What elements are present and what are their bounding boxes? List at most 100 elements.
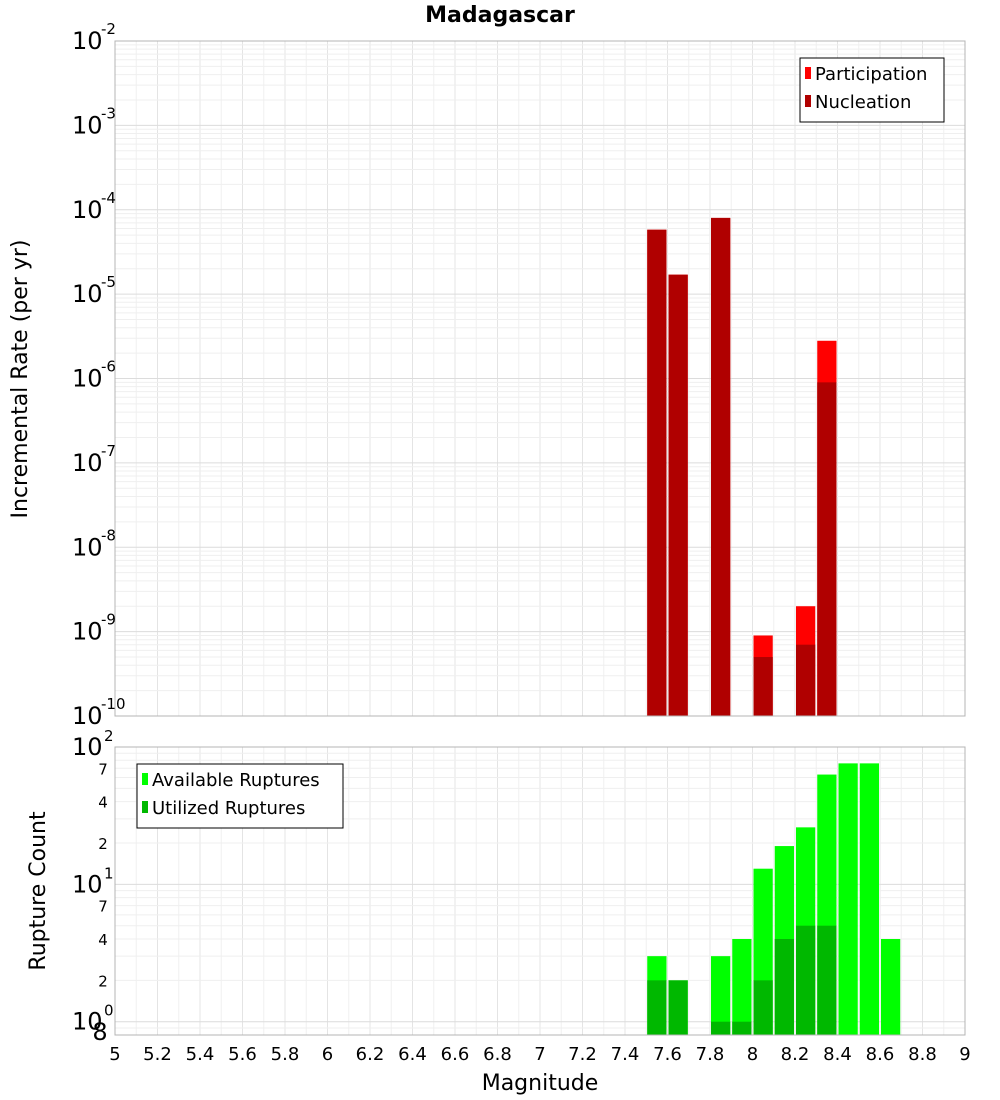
y-tick-exponent: -8 (101, 526, 116, 544)
top-y-axis-label: Incremental Rate (per yr) (8, 240, 33, 519)
x-tick-label: 6.8 (483, 1044, 512, 1065)
chart-title: Madagascar (425, 3, 575, 28)
legend: Available Ruptures Utilized Ruptures (136, 763, 344, 829)
plot-frame (114, 40, 966, 717)
y-tick-base: 10 (72, 870, 103, 898)
y-tick-base: 10 (72, 365, 103, 393)
y-tick-label: 10-3 (72, 104, 116, 139)
y-minor-tick-label: 4 (98, 931, 108, 949)
x-axis-label: Magnitude (482, 1071, 599, 1096)
x-tick-label: 8.6 (866, 1044, 895, 1065)
y-tick-label: 10-4 (72, 189, 116, 224)
y-tick-base: 10 (72, 1008, 103, 1036)
y-tick-exponent: -9 (101, 611, 116, 629)
top-panel: ParticipationNucleation10-1010-910-810-7… (72, 20, 966, 730)
bar-nucleation (796, 644, 816, 716)
x-tick-label: 7 (534, 1044, 545, 1065)
y-tick-label: 10-5 (72, 273, 116, 308)
legend-swatch (805, 95, 811, 107)
bar-available-ruptures (881, 939, 901, 1035)
y-tick-label: 10 0 (72, 1002, 114, 1036)
y-tick-base: 10 (72, 111, 103, 139)
y-minor-tick-label: 7 (98, 760, 108, 778)
x-tick-label: 6 (322, 1044, 333, 1065)
y-tick-base: 10 (72, 280, 103, 308)
bar-nucleation (668, 274, 688, 716)
bar-utilized-ruptures (732, 1021, 752, 1035)
bar-nucleation (711, 217, 731, 716)
x-tick-label: 8.8 (908, 1044, 937, 1065)
bar-utilized-ruptures (774, 939, 794, 1035)
bar-available-ruptures (838, 763, 858, 1035)
bar-available-ruptures (732, 939, 752, 1035)
x-tick-label: 7.8 (696, 1044, 725, 1065)
y-tick-base: 10 (72, 449, 103, 477)
y-tick-base: 10 (72, 618, 103, 646)
bottom-y-axis-label: Rupture Count (26, 811, 51, 971)
y-tick-exponent: -10 (101, 695, 126, 713)
bar-available-ruptures (859, 763, 879, 1035)
x-tick-label: 5 (109, 1044, 120, 1065)
x-tick-label: 6.2 (356, 1044, 385, 1065)
y-minor-tick-label: 2 (98, 972, 108, 990)
y-tick-base: 10 (72, 196, 103, 224)
legend-label: Utilized Ruptures (152, 798, 305, 819)
y-tick-exponent: 1 (104, 864, 114, 882)
bar-utilized-ruptures (668, 980, 688, 1035)
x-tick-label: 8 (747, 1044, 758, 1065)
y-tick-exponent: -4 (101, 189, 116, 207)
y-tick-label: 10 2 (72, 727, 114, 761)
bars (647, 217, 837, 717)
legend-swatch (142, 773, 148, 785)
y-minor-tick-label: 8 (92, 1018, 107, 1046)
grid (114, 40, 966, 717)
x-tick-label: 7.2 (568, 1044, 597, 1065)
y-tick-label: 10-10 (72, 695, 126, 730)
legend: Participation Nucleation (799, 57, 945, 123)
bar-utilized-ruptures (753, 980, 773, 1035)
legend-swatch (142, 801, 148, 813)
bar-nucleation (817, 382, 837, 716)
y-tick-exponent: 0 (104, 1002, 114, 1020)
legend-label: Available Ruptures (152, 770, 320, 791)
x-tick-label: 6.4 (398, 1044, 427, 1065)
legend-label: Participation (815, 64, 927, 85)
y-tick-label: 10-8 (72, 526, 116, 561)
legend-box (136, 763, 344, 829)
x-tick-label: 6.6 (441, 1044, 470, 1065)
y-tick-label: 10-2 (72, 20, 116, 55)
y-tick-label: 10 1 (72, 864, 114, 898)
x-tick-label: 5.6 (228, 1044, 257, 1065)
y-tick-exponent: -7 (101, 442, 116, 460)
x-tick-label: 5.2 (143, 1044, 172, 1065)
y-tick-exponent: -5 (101, 273, 116, 291)
bar-utilized-ruptures (711, 1021, 731, 1035)
x-tick-label: 7.4 (611, 1044, 640, 1065)
y-tick-base: 10 (72, 27, 103, 55)
bar-utilized-ruptures (647, 980, 667, 1035)
bar-nucleation (753, 657, 773, 716)
y-tick-base: 10 (72, 702, 103, 730)
y-tick-exponent: -2 (101, 20, 116, 38)
y-tick-label: 10-7 (72, 442, 116, 477)
x-tick-label: 7.6 (653, 1044, 682, 1065)
y-tick-base: 10 (72, 533, 103, 561)
y-tick-base: 10 (72, 733, 103, 761)
x-tick-label: 5.4 (186, 1044, 215, 1065)
bar-utilized-ruptures (817, 925, 837, 1035)
y-tick-label: 10-9 (72, 611, 116, 646)
y-minor-tick-label: 7 (98, 898, 108, 916)
y-minor-tick-label: 2 (98, 835, 108, 853)
x-tick-labels: 5 5.2 5.4 5.6 5.8 6 6.2 6.4 6.6 6.8 7 7.2 7.4 7.6 7.8 8… (109, 1044, 970, 1065)
bar-utilized-ruptures (796, 925, 816, 1035)
x-tick-label: 5.8 (271, 1044, 300, 1065)
x-tick-label: 8.2 (781, 1044, 810, 1065)
y-tick-exponent: 2 (104, 727, 114, 745)
y-minor-tick-label: 4 (98, 794, 108, 812)
bar-available-ruptures (711, 956, 731, 1035)
y-tick-exponent: -6 (101, 358, 116, 376)
